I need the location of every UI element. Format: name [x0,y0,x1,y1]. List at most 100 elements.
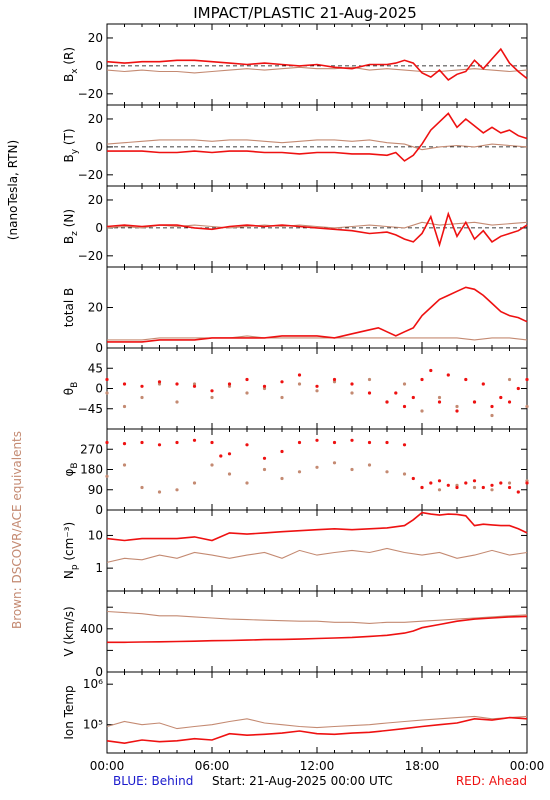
series-red-point [499,395,503,400]
series-red-line [106,511,528,542]
series-red-point [507,485,512,490]
series-brown-point [297,382,302,386]
series-red-point [490,483,494,487]
series-brown-point [402,472,407,476]
series-brown-line [106,221,528,229]
series-red-point [157,380,162,384]
series-brown-point [157,382,162,386]
series-red-point [192,438,197,442]
series-red-point [385,400,389,404]
series-red-point [297,373,302,377]
units-label: (nanoTesla, RTN) [6,140,20,240]
series-red-point [210,440,214,445]
y-tick-label: 180 [80,463,103,477]
y-tick-label: 1 [95,561,103,575]
series-brown-point [140,485,144,490]
series-red-point [192,384,197,388]
panel-frame [106,104,528,187]
series-red-line [107,112,528,162]
series-brown-point [525,479,529,483]
y-tick-label: 0 [95,221,103,235]
series-red-point [507,400,512,404]
series-brown-point [245,481,249,485]
series-brown-point [105,391,109,395]
y-tick-label: 20 [88,31,103,45]
series-brown-point [350,391,354,395]
series-red-point [429,481,433,485]
series-red-point [227,382,232,386]
series-red-line [106,211,528,248]
series-brown-point [507,481,512,485]
series-brown-point [350,467,354,472]
series-brown-point [210,463,214,467]
series-red-point [227,452,232,456]
figure-title: IMPACT/PLASTIC 21-Aug-2025 [193,4,417,22]
series-brown-point [140,395,144,400]
y-tick-label: −20 [78,87,103,101]
series-red-point [157,443,162,447]
series-brown-point [175,400,179,404]
series-red-point [420,377,424,382]
series-brown-point [367,377,372,382]
series-brown-point [280,395,284,400]
y-tick-label: 400 [80,622,103,636]
series-brown-point [280,476,284,481]
series-brown-point [490,413,494,418]
footer-red-legend: RED: Ahead [456,774,527,788]
y-tick-label: 0 [95,59,103,73]
panel-ylabel: By (T) [62,128,80,162]
y-tick-label: 10⁶ [83,677,103,691]
series-red-point [350,382,354,386]
series-red-point [525,377,529,382]
y-tick-label: 0 [95,140,103,154]
series-red-point [367,391,372,395]
panel-ylabel: total B [62,288,76,328]
series-red-point [122,382,127,386]
series-brown-point [157,490,162,494]
series-red-point [262,456,267,460]
series-red-point [367,440,372,445]
panel-np: 1 10 Np (cm⁻³) [62,509,528,592]
series-red-point [280,449,284,454]
footer-start-time: Start: 21-Aug-2025 00:00 UTC [212,774,393,788]
series-brown-point [262,467,267,472]
y-tick-label: 0 [95,341,103,355]
series-red-line [106,716,528,745]
x-tick-label: 18:00 [405,759,440,773]
series-red-point [140,440,144,445]
y-tick-label: −20 [78,249,103,263]
series-red-point [297,440,302,445]
series-red-point [516,490,520,494]
x-tick-label: 06:00 [195,759,230,773]
y-tick-label: −20 [78,168,103,182]
y-tick-label: 20 [88,193,103,207]
series-red-point [280,380,284,384]
series-red-point [332,440,337,445]
series-brown-point [245,391,249,395]
series-red-point [175,440,179,445]
panel-ylabel: φB [62,462,80,476]
series-red-point [350,438,354,442]
panel-ylabel: Bz (N) [62,209,80,244]
series-red-point [332,377,337,382]
brown-legend-label: Brown: DSCOVR/ACE equivalents [10,431,24,629]
series-red-point [464,481,468,485]
y-tick-label: 0 [95,382,103,396]
series-red-point [481,382,485,386]
panel-frame [106,509,528,592]
series-brown-point [455,483,459,487]
series-brown-point [105,474,109,478]
series-red-point [516,386,520,391]
series-red-point [315,438,319,442]
panel-temp: 10⁵ 10⁶ Ion Temp [62,671,528,754]
panels-group: −20 0 20 Bx (R) −20 0 20 By (T) −20 0 20 Bz (N) 0 20 t… [62,23,529,754]
series-red-point [499,481,503,485]
series-brown-point [122,463,127,467]
series-red-point [472,400,477,404]
panel-vel: 0 400 V (km/s) [62,590,528,679]
x-tick-label: 00:00 [90,759,125,773]
panel-ylabel: Bx (R) [62,47,80,82]
series-red-point [446,373,450,377]
series-red-point [394,391,398,395]
